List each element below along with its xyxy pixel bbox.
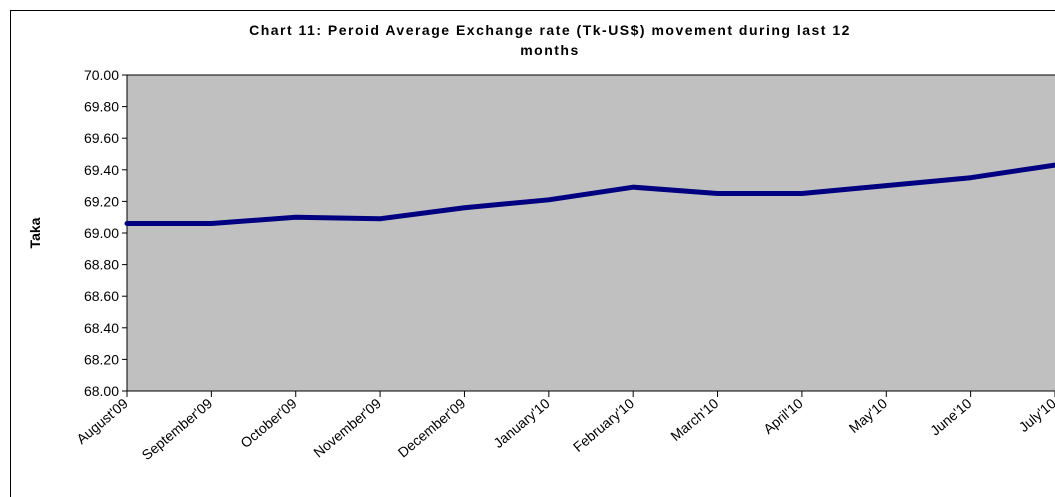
chart-border (10, 10, 1055, 497)
x-tick-label: September'09 (139, 395, 216, 463)
x-tick-label: April'10 (760, 395, 806, 437)
x-tick-label: June'10 (927, 395, 975, 439)
x-tick-label: January'10 (490, 395, 553, 451)
x-tick-label: July'10 (1016, 395, 1055, 435)
y-tick-label: 68.60 (84, 288, 119, 304)
x-tick-label: November'09 (310, 395, 384, 461)
y-tick-label: 68.20 (84, 351, 119, 367)
data-line (124, 162, 1055, 227)
chart-title: Chart 11: Peroid Average Exchange rate (… (249, 22, 851, 58)
x-tick-label: October'09 (237, 395, 300, 451)
y-tick-label: 69.20 (84, 193, 119, 209)
y-axis-label: Taka (27, 217, 43, 248)
y-tick-label: 70.00 (84, 67, 119, 83)
y-tick-label: 69.40 (84, 162, 119, 178)
y-tick-label: 68.00 (84, 383, 119, 399)
x-tick-label: May'10 (846, 395, 891, 436)
x-tick-label: August'09 (73, 395, 131, 447)
y-tick-label: 68.40 (84, 320, 119, 336)
plot-area (126, 74, 1055, 392)
y-tick-label: 69.80 (84, 99, 119, 115)
y-tick-label: 69.60 (84, 130, 119, 146)
y-tick-label: 69.00 (84, 225, 119, 241)
x-tick-label: February'10 (570, 395, 637, 455)
y-tick-label: 68.80 (84, 257, 119, 273)
x-tick-label: December'09 (395, 395, 469, 461)
x-tick-label: March'10 (667, 395, 721, 444)
